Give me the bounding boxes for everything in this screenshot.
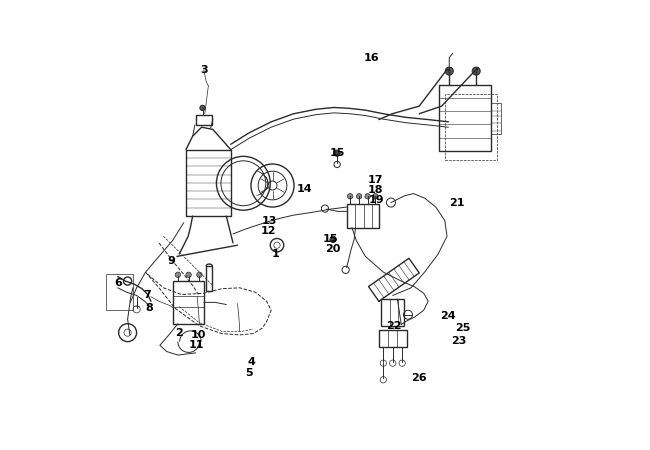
Circle shape (348, 194, 353, 199)
Circle shape (186, 272, 191, 278)
Text: 26: 26 (411, 373, 427, 382)
Circle shape (330, 236, 336, 243)
Text: 21: 21 (450, 198, 465, 208)
Bar (381, 299, 404, 326)
Bar (174, 281, 204, 324)
Text: 7: 7 (143, 289, 151, 300)
Text: 8: 8 (145, 303, 153, 313)
Text: 1: 1 (272, 249, 280, 259)
Text: 3: 3 (200, 65, 208, 75)
Text: 16: 16 (363, 53, 379, 63)
Text: 15: 15 (322, 234, 338, 244)
Text: 9: 9 (168, 256, 176, 266)
Text: 24: 24 (439, 310, 455, 320)
Text: 17: 17 (367, 175, 383, 185)
Text: 14: 14 (297, 184, 313, 194)
Text: 18: 18 (367, 185, 383, 195)
Text: 11: 11 (189, 340, 205, 350)
Circle shape (124, 277, 132, 285)
Text: 25: 25 (456, 323, 471, 333)
Text: 19: 19 (369, 195, 384, 205)
Bar (196, 115, 211, 125)
Text: 2: 2 (176, 328, 183, 338)
Circle shape (356, 194, 362, 199)
Circle shape (372, 194, 378, 199)
Bar (491, 103, 501, 134)
Text: 6: 6 (114, 278, 122, 288)
Circle shape (445, 67, 453, 75)
Text: 22: 22 (386, 321, 402, 331)
Bar (439, 85, 491, 151)
Circle shape (197, 272, 202, 278)
Text: 23: 23 (451, 336, 466, 346)
Bar (346, 204, 379, 228)
Circle shape (365, 194, 370, 199)
Bar (445, 94, 497, 160)
Text: 5: 5 (245, 368, 253, 378)
Text: 10: 10 (191, 330, 206, 340)
Text: 20: 20 (325, 244, 341, 254)
Text: 15: 15 (330, 148, 344, 158)
Circle shape (334, 150, 340, 156)
Text: 4: 4 (247, 357, 255, 367)
Text: 12: 12 (261, 226, 277, 236)
Bar (206, 266, 213, 291)
Bar (106, 274, 133, 310)
Circle shape (472, 67, 480, 75)
Bar (379, 330, 407, 347)
Text: 13: 13 (261, 216, 277, 225)
Circle shape (200, 105, 205, 111)
Circle shape (175, 272, 181, 278)
